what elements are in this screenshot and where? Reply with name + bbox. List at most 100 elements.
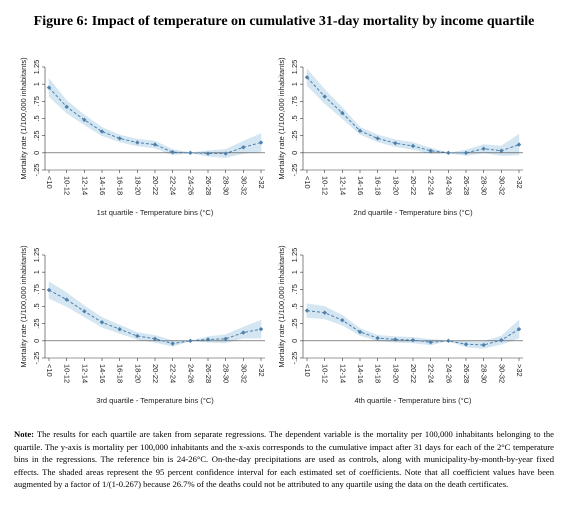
estimate-marker [99,129,105,134]
x-tick-label: 12-14 [338,364,347,383]
y-tick-label: .5 [290,303,299,309]
x-tick-label: 14-16 [98,364,107,383]
estimate-marker [117,136,122,141]
estimate-marker [410,337,416,343]
estimate-marker [64,104,69,110]
estimate-marker [446,338,451,344]
estimate-marker [304,308,310,313]
estimate-marker [481,342,486,348]
y-axis-title: Mortality rate (1/100,000 inhabitants) [277,245,286,368]
estimate-marker [375,136,380,141]
y-axis-title: Mortality rate (1/100,000 inhabitants) [277,57,286,180]
y-tick-label: .25 [32,130,41,140]
confidence-band [66,292,85,318]
x-tick-label: 12-14 [80,176,89,195]
x-tick-label: 24-26 [186,176,195,195]
confidence-band [377,134,396,148]
x-tick-label: >32 [257,364,266,377]
x-tick-label: 22-24 [427,364,436,383]
estimate-marker [223,151,228,156]
estimate-marker [258,326,264,332]
x-tick-label: 14-16 [356,176,365,195]
x-tick-label: 14-16 [98,176,107,195]
x-tick-label: 16-18 [374,176,383,195]
note: Note: The results for each quartile are … [14,428,554,491]
x-tick-label: 28-30 [222,364,231,383]
estimate-marker [340,110,345,116]
y-tick-label: 1.25 [32,60,41,75]
x-axis-title: 1st quartile - Temperature bins (°C) [97,208,214,217]
x-tick-label: 30-32 [239,176,248,195]
x-tick-label: 16-18 [374,364,383,383]
estimate-marker [205,151,211,156]
estimate-marker [322,310,327,315]
x-tick-label: 18-20 [391,364,400,383]
estimate-marker [170,341,175,346]
confidence-band [465,144,484,156]
confidence-band [342,106,361,135]
y-tick-label: .5 [290,115,299,121]
x-tick-label: 18-20 [133,176,142,195]
x-tick-label: 30-32 [497,176,506,195]
y-tick-label: 0 [290,339,299,343]
estimate-marker [446,150,451,156]
figure: Figure 6: Impact of temperature on cumul… [19,14,535,405]
x-tick-label: 30-32 [239,364,248,383]
x-tick-label: 12-14 [80,364,89,383]
x-tick-label: 24-26 [444,364,453,383]
y-tick-label: 1.25 [290,248,299,263]
confidence-band [48,77,67,114]
estimate-marker [82,117,87,123]
estimate-marker [428,340,433,345]
x-tick-label: 14-16 [356,364,365,383]
estimate-marker [46,287,52,293]
x-tick-label: 24-26 [186,364,195,383]
estimate-marker [410,143,416,149]
y-tick-label: -.25 [32,352,41,365]
estimate-marker [241,330,246,335]
x-tick-label: 20-22 [409,364,418,383]
x-tick-label: 26-28 [462,364,471,383]
x-tick-label: 10-12 [321,364,330,383]
y-tick-label: 1 [290,82,299,86]
confidence-band [342,314,361,336]
x-tick-label: 18-20 [133,364,142,383]
confidence-band [66,100,85,126]
estimate-marker [46,85,52,90]
estimate-marker [499,148,504,153]
y-tick-label: .75 [32,284,41,294]
estimate-marker [357,128,363,134]
estimate-marker [481,146,486,151]
y-tick-label: -.25 [290,164,299,177]
y-tick-label: -.25 [32,164,41,177]
confidence-band [501,133,520,156]
y-tick-label: -.25 [290,352,299,365]
y-tick-label: .75 [290,96,299,106]
x-tick-label: 22-24 [169,176,178,195]
x-tick-label: 26-28 [204,364,213,383]
x-tick-label: >32 [515,364,524,377]
x-tick-label: 26-28 [204,176,213,195]
figure-title: Figure 6: Impact of temperature on cumul… [34,14,535,29]
x-tick-label: 22-24 [427,176,436,195]
y-tick-label: .25 [290,318,299,328]
note-text: The results for each quartile are taken … [14,429,554,489]
confidence-band [324,88,343,120]
confidence-band [225,140,244,159]
x-tick-label: 16-18 [116,176,125,195]
confidence-band [48,281,67,307]
x-tick-label: <10 [303,364,312,377]
x-tick-label: 12-14 [338,176,347,195]
x-tick-label: 30-32 [497,364,506,383]
y-tick-label: .75 [32,96,41,106]
estimate-marker [241,145,246,150]
y-axis-title: Mortality rate (1/100,000 inhabitants) [19,245,28,368]
estimate-marker [152,336,158,341]
x-tick-label: <10 [45,176,54,189]
x-tick-label: 10-12 [63,176,72,195]
x-tick-label: 22-24 [169,364,178,383]
y-tick-label: 1 [290,270,299,274]
estimate-marker [463,150,469,156]
x-axis-title: 2nd quartile - Temperature bins (°C) [353,208,473,217]
estimate-marker [304,75,310,80]
